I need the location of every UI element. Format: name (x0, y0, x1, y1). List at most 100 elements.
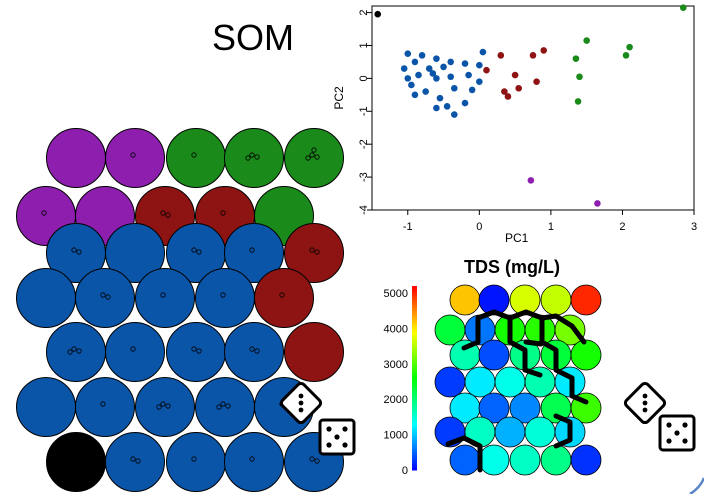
scatter-point (476, 78, 483, 85)
scatter-point (540, 47, 548, 54)
scatter-points (374, 4, 687, 207)
x-tick-label: 3 (691, 221, 697, 233)
colorbar-segment (412, 332, 417, 336)
scatter-point (504, 93, 512, 100)
som-node (224, 322, 284, 382)
colorbar-segment (412, 313, 417, 318)
x-tick-label: 0 (476, 221, 482, 233)
colorbar-segment (412, 424, 417, 428)
colorbar-segment (412, 436, 417, 440)
scatter-point (576, 73, 583, 81)
som-sample-point (100, 292, 106, 298)
colorbar-segment (412, 414, 417, 419)
colorbar-segment (412, 325, 417, 330)
som-node (195, 377, 255, 437)
heatmap-cell (570, 444, 602, 476)
colorbar-segment (412, 328, 417, 333)
som-map (16, 128, 344, 492)
scatter-point (415, 71, 422, 79)
colorbar-segment (412, 286, 417, 290)
colorbar-segment (412, 307, 417, 312)
colorbar-segment (412, 442, 417, 446)
colorbar-segment (412, 322, 417, 327)
colorbar-tick-label: 2000 (384, 394, 408, 406)
scatter-point (533, 78, 540, 85)
scatter-point (527, 177, 535, 184)
scatter-point (433, 104, 440, 112)
colorbar-tick-label: 5000 (384, 288, 408, 300)
colorbar-segment (412, 439, 417, 443)
heatmap-cell (449, 444, 481, 476)
dice-icon (658, 414, 696, 452)
cluster-boundary (553, 413, 573, 449)
heatmap-cell (464, 366, 496, 398)
som-node (166, 432, 226, 492)
cluster-boundary (523, 339, 544, 347)
scatter-point (433, 75, 440, 82)
colorbar-tick-label: 4000 (384, 323, 408, 335)
colorbar-segment (412, 378, 417, 382)
som-sample-point (160, 401, 166, 407)
som-node (75, 377, 135, 437)
som-node (105, 223, 165, 283)
colorbar-segment (412, 304, 417, 308)
som-node (284, 322, 344, 382)
x-tick-label: 2 (619, 221, 625, 233)
scatter-point (408, 81, 415, 89)
colorbar-segment (412, 359, 417, 364)
scatter-point (425, 65, 433, 72)
scatter-point (411, 58, 419, 66)
scatter-point (465, 71, 472, 79)
som-sample-point (249, 152, 255, 158)
y-tick-label: -3 (358, 172, 370, 182)
scatter-point (447, 58, 455, 66)
corner-arc (689, 477, 704, 494)
y-tick-label: 2 (358, 10, 370, 16)
som-sample-point (160, 210, 166, 216)
scatter-point (468, 86, 476, 94)
heatmap-title: TDS (mg/L) (464, 257, 560, 277)
colorbar-tick-label: 3000 (384, 359, 408, 371)
som-sample-point (314, 458, 320, 464)
scatter-point (404, 75, 412, 82)
scatter-point (572, 55, 580, 62)
scatter-point (447, 73, 455, 81)
scatter-point (529, 52, 537, 59)
colorbar-segment (412, 451, 417, 456)
colorbar-segment (412, 381, 417, 385)
scatter-point (429, 70, 437, 77)
som-sample-point (135, 458, 141, 464)
som-sample-point (249, 456, 255, 462)
som-sample-point (160, 292, 166, 298)
scatter-point (476, 61, 483, 69)
cluster-boundaries (445, 309, 589, 473)
scatter-point (436, 94, 444, 102)
heatmap-cell (509, 392, 541, 424)
som-sample-point (254, 154, 260, 160)
cluster-boundary (461, 315, 481, 351)
y-tick-label: -2 (358, 139, 370, 149)
heatmap-cell (524, 416, 556, 448)
scatter-point (483, 66, 490, 74)
x-tick-label: -1 (403, 221, 413, 233)
colorbar-segment (412, 347, 417, 351)
colorbar-segment (412, 301, 417, 305)
colorbar-segment (412, 335, 417, 339)
dice-icon (318, 418, 356, 456)
scatter-point (411, 91, 419, 99)
som-sample-point (305, 155, 311, 161)
colorbar-segment (412, 448, 417, 453)
som-node (224, 223, 284, 283)
colorbar-segment (412, 356, 417, 361)
som-sample-point (105, 294, 111, 300)
cluster-boundary (445, 435, 483, 473)
som-sample-point (225, 403, 231, 409)
colorbar-segment (412, 350, 417, 354)
heatmap-cell (449, 284, 481, 316)
scatter-point (443, 103, 451, 110)
scatter-point (433, 55, 440, 62)
heatmap-cell (509, 444, 541, 476)
y-tick-label: 0 (358, 75, 370, 81)
som-sample-point (309, 152, 315, 158)
